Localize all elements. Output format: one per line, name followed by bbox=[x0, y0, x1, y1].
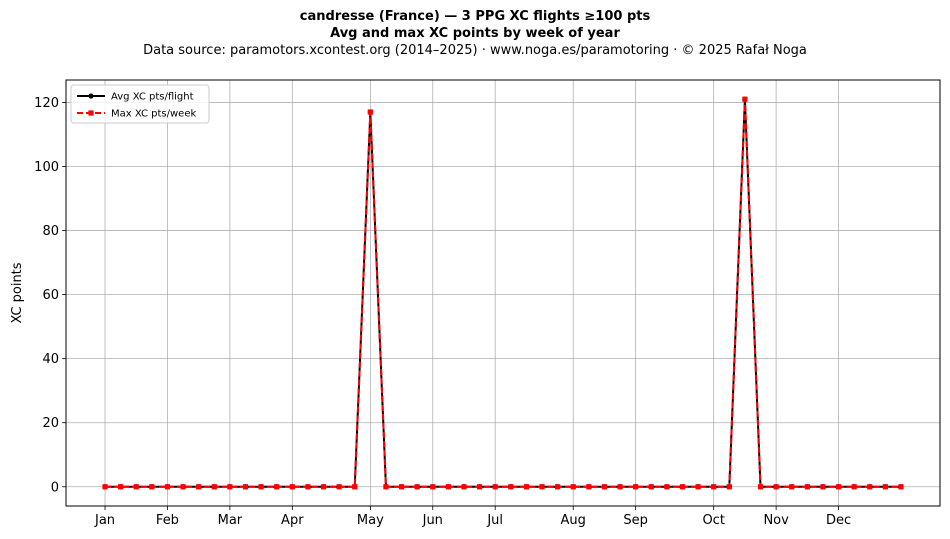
legend-box bbox=[70, 84, 210, 124]
legend-label: Max XC pts/week bbox=[111, 109, 196, 120]
data-point bbox=[570, 484, 576, 490]
data-point bbox=[633, 484, 639, 490]
data-point bbox=[804, 484, 810, 490]
y-tick-label: 60 bbox=[42, 288, 59, 303]
data-point bbox=[445, 484, 451, 490]
data-point bbox=[149, 484, 155, 490]
series-layer bbox=[102, 96, 904, 490]
data-point bbox=[773, 484, 779, 490]
data-point bbox=[695, 484, 701, 490]
data-point bbox=[430, 484, 436, 490]
y-tick-label: 0 bbox=[51, 480, 59, 495]
data-point bbox=[336, 484, 342, 490]
y-tick-label: 80 bbox=[42, 224, 59, 239]
grid bbox=[66, 80, 940, 506]
data-point bbox=[398, 484, 405, 490]
y-tick-label: 100 bbox=[34, 160, 59, 175]
data-point bbox=[867, 484, 873, 490]
data-point bbox=[476, 484, 483, 490]
data-point bbox=[461, 484, 467, 490]
title-block: candresse (France) — 3 PPG XC flights ≥1… bbox=[0, 8, 950, 59]
data-point bbox=[414, 484, 420, 490]
y-tick-label: 120 bbox=[34, 96, 59, 111]
x-tick-label: Mar bbox=[218, 513, 243, 528]
x-tick-label: Aug bbox=[561, 513, 586, 528]
legend: Avg XC pts/flight Max XC pts/week bbox=[70, 84, 210, 124]
data-point bbox=[383, 484, 389, 490]
data-point bbox=[882, 484, 888, 490]
legend-marker bbox=[88, 93, 94, 99]
legend-marker bbox=[88, 110, 94, 116]
x-tick-label: Oct bbox=[702, 513, 724, 528]
x-tick-label: Jul bbox=[486, 513, 503, 528]
data-point bbox=[180, 484, 186, 490]
data-point bbox=[586, 484, 592, 490]
data-source-line: Data source: paramotors.xcontest.org (20… bbox=[143, 43, 807, 58]
data-point bbox=[242, 484, 249, 490]
data-point bbox=[258, 484, 264, 490]
y-axis-label: XC points bbox=[10, 262, 25, 323]
series-avg bbox=[102, 96, 904, 490]
plot-frame bbox=[65, 79, 941, 507]
x-tick-label: May bbox=[357, 513, 384, 528]
data-point bbox=[898, 484, 904, 490]
data-point bbox=[320, 484, 327, 490]
data-point bbox=[555, 484, 561, 490]
data-point bbox=[352, 484, 358, 490]
data-point bbox=[274, 484, 280, 490]
chart-title-line1: candresse (France) — 3 PPG XC flights ≥1… bbox=[299, 9, 651, 24]
series-line bbox=[105, 98, 901, 488]
data-point bbox=[742, 96, 748, 102]
data-point bbox=[211, 484, 217, 490]
data-point bbox=[227, 484, 233, 490]
x-axis: Jan Feb Mar Apr May Jun Jul Aug Sep Oct Nov Dec bbox=[94, 506, 851, 528]
data-point bbox=[617, 484, 623, 490]
data-point bbox=[289, 484, 295, 490]
data-point bbox=[102, 484, 108, 490]
data-point bbox=[679, 484, 686, 490]
data-point bbox=[305, 484, 311, 490]
data-point bbox=[118, 484, 124, 490]
data-point bbox=[601, 484, 608, 490]
x-tick-label: Jun bbox=[422, 513, 443, 528]
data-point bbox=[851, 484, 857, 490]
data-point bbox=[757, 484, 764, 490]
x-tick-label: Dec bbox=[826, 513, 851, 528]
series-line bbox=[105, 98, 901, 488]
data-point bbox=[726, 484, 732, 490]
series-max bbox=[102, 96, 904, 490]
data-point bbox=[664, 484, 670, 490]
chart-title-line2: Avg and max XC points by week of year bbox=[330, 26, 620, 41]
data-point bbox=[133, 484, 139, 490]
legend-label: Avg XC pts/flight bbox=[111, 92, 194, 103]
x-tick-label: Apr bbox=[281, 513, 304, 528]
data-point bbox=[648, 484, 654, 490]
x-tick-label: Nov bbox=[763, 513, 789, 528]
data-point bbox=[539, 484, 545, 490]
y-tick-label: 40 bbox=[42, 352, 59, 367]
data-point bbox=[820, 484, 826, 490]
data-point bbox=[196, 484, 202, 490]
data-point bbox=[164, 484, 171, 490]
x-tick-label: Jan bbox=[94, 513, 115, 528]
x-tick-label: Sep bbox=[623, 513, 648, 528]
x-tick-label: Feb bbox=[156, 513, 179, 528]
data-point bbox=[508, 484, 514, 490]
y-axis: 0 20 40 60 80 100 120 bbox=[34, 96, 66, 495]
data-point bbox=[492, 484, 498, 490]
data-point bbox=[711, 484, 717, 490]
data-point bbox=[789, 484, 795, 490]
data-point bbox=[367, 109, 373, 115]
y-tick-label: 20 bbox=[42, 416, 59, 431]
data-point bbox=[835, 484, 842, 490]
data-point bbox=[523, 484, 530, 490]
